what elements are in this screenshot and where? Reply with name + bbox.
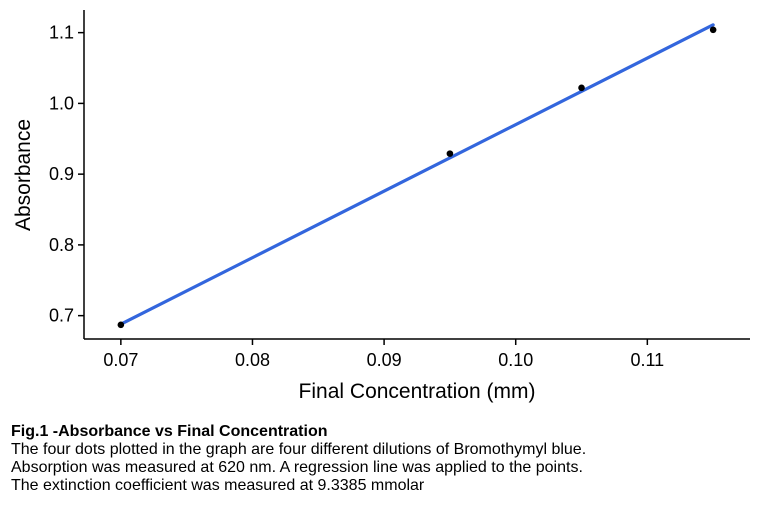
caption-line-3: The extinction coefficient was measured … xyxy=(11,477,425,494)
y-tick-label-4: 1.1 xyxy=(49,23,74,43)
figure-caption: Fig.1 -Absorbance vs Final Concentration… xyxy=(11,423,756,495)
x-tick-label-2: 0.09 xyxy=(367,350,402,370)
x-tick-label-4: 0.11 xyxy=(630,350,664,370)
absorbance-chart: 0.7 0.8 0.9 1.0 1.1 0.07 0.08 0.09 0.10 0.11 Fin… xyxy=(12,10,750,403)
regression-layer xyxy=(119,23,715,326)
caption-line-1: The four dots plotted in the graph are f… xyxy=(11,441,587,458)
caption-line-2: Absorption was measured at 620 nm. A reg… xyxy=(11,459,583,476)
x-axis-title: Final Concentration (mm) xyxy=(299,380,536,403)
y-axis-title: Absorbance xyxy=(12,119,35,231)
y-tick-label-1: 0.8 xyxy=(49,235,74,255)
y-tick-label-2: 0.9 xyxy=(49,164,74,184)
regression-line xyxy=(119,23,715,326)
x-tick-labels: 0.07 0.08 0.09 0.10 0.11 xyxy=(103,350,664,370)
y-tick-marks xyxy=(78,31,84,317)
data-points xyxy=(117,26,717,329)
data-point-2 xyxy=(578,84,585,92)
data-point-0 xyxy=(117,321,125,329)
x-tick-label-1: 0.08 xyxy=(235,350,270,370)
x-tick-marks xyxy=(120,339,649,345)
y-tick-label-3: 1.0 xyxy=(49,93,74,113)
data-point-3 xyxy=(709,26,717,34)
y-tick-labels: 0.7 0.8 0.9 1.0 1.1 xyxy=(49,23,74,326)
x-tick-label-0: 0.07 xyxy=(103,350,138,370)
x-tick-label-3: 0.10 xyxy=(498,350,533,370)
data-point-1 xyxy=(446,150,454,157)
y-tick-label-0: 0.7 xyxy=(49,306,74,326)
caption-title: Fig.1 -Absorbance vs Final Concentration xyxy=(11,423,328,440)
